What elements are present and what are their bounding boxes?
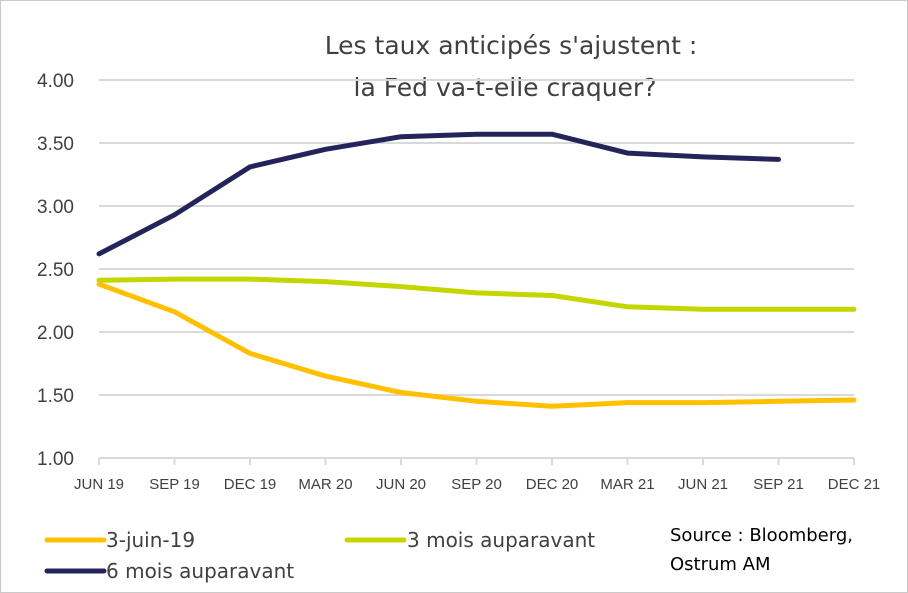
gridlines	[99, 79, 854, 396]
x-tick-label: JUN 19	[74, 476, 124, 493]
y-tick-label: 2.50	[37, 260, 74, 281]
x-tick-label: SEP 19	[149, 476, 200, 493]
y-tick-label: 4.00	[37, 71, 74, 92]
series-line-3-mois-auparavant	[96, 276, 857, 312]
x-tick-label: DEC 19	[224, 476, 277, 493]
y-tick-label: 1.50	[37, 386, 74, 407]
x-axis: JUN 19 SEP 19 DEC 19 MAR 20 JUN 20 SEP 20 DEC …	[74, 457, 881, 493]
legend-label-3-juin-19: 3-juin-19	[106, 528, 195, 552]
x-tick-label: MAR 21	[600, 476, 654, 493]
x-tick-label: JUN 20	[376, 476, 426, 493]
source-line-1: Source : Bloomberg,	[670, 525, 853, 546]
y-tick-label: 2.00	[37, 323, 74, 344]
source-note: Source : Bloomberg, Ostrum AM	[670, 525, 853, 575]
chart-title: Les taux anticipés s'ajustent : la Fed v…	[325, 31, 698, 102]
legend-label-6-mois: 6 mois auparavant	[106, 559, 294, 583]
x-tick-label: SEP 20	[451, 476, 502, 493]
legend-item-3-juin-19: 3-juin-19	[44, 528, 195, 552]
legend-item-3-mois: 3 mois auparavant	[344, 528, 595, 552]
y-tick-label: 3.50	[37, 134, 74, 155]
series-line-3-juin-19	[96, 281, 857, 409]
series-line-6-mois-auparavant	[96, 131, 781, 257]
y-tick-label: 3.00	[37, 197, 74, 218]
title-line-1: Les taux anticipés s'ajustent :	[325, 31, 698, 60]
title-line-2: la Fed va-t-elle craquer?	[354, 73, 657, 102]
legend: 3-juin-19 3 mois auparavant 6 mois aupar…	[44, 528, 595, 583]
y-tick-label: 1.00	[37, 449, 74, 470]
series-lines	[96, 131, 857, 409]
x-tick-label: SEP 21	[753, 476, 804, 493]
x-tick-label: JUN 21	[678, 476, 728, 493]
legend-label-3-mois: 3 mois auparavant	[407, 528, 595, 552]
legend-item-6-mois: 6 mois auparavant	[44, 559, 294, 583]
x-tick-label: DEC 20	[526, 476, 579, 493]
x-tick-label: DEC 21	[828, 476, 881, 493]
y-axis: 1.00 1.50 2.00 2.50 3.00 3.50 4.00	[37, 71, 74, 470]
source-line-2: Ostrum AM	[670, 554, 771, 575]
x-tick-label: MAR 20	[298, 476, 352, 493]
